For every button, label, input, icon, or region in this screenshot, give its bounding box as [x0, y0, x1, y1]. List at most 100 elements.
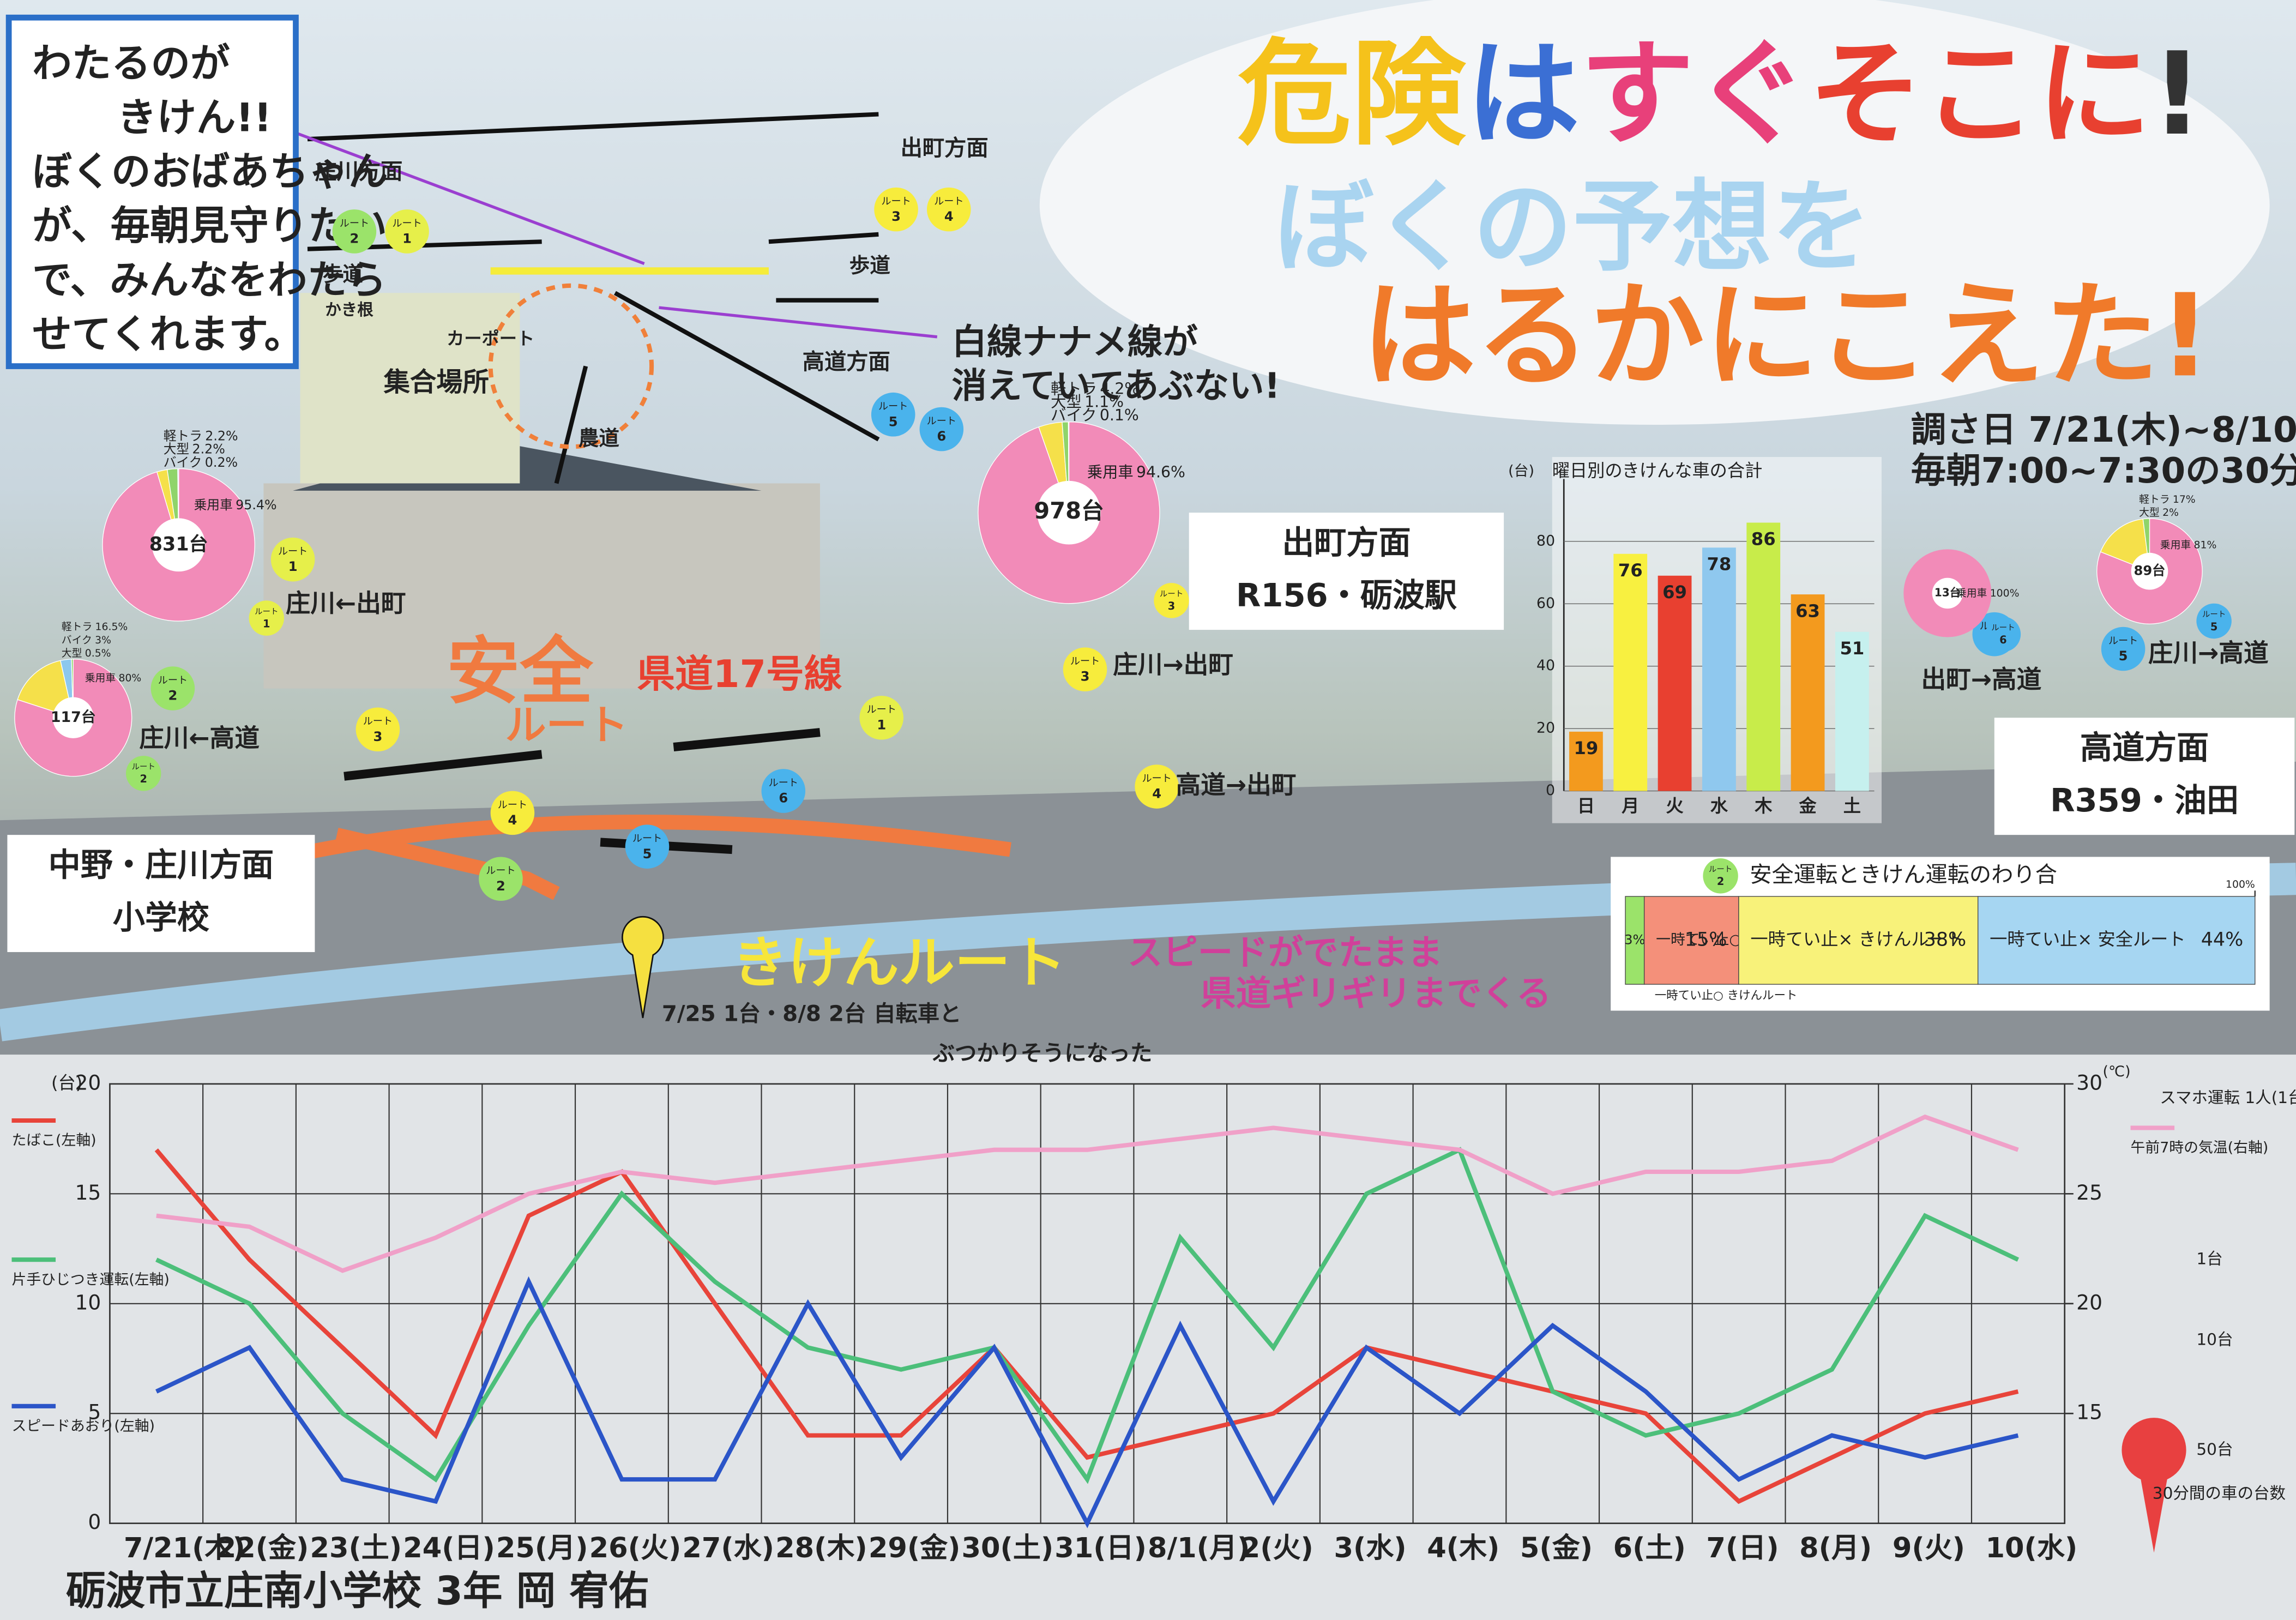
series-line [155, 1276, 2019, 1528]
route-number: 6 [779, 791, 788, 806]
y-tick-label: 60 [1536, 595, 1555, 612]
segment-value-label: 3% [1624, 932, 1645, 948]
subtitle: ぼくの予想を [1274, 170, 1871, 286]
route-word: ルート [255, 607, 278, 616]
place-label: 中野・庄川方面 [49, 846, 274, 883]
route-number: 2 [1717, 875, 1724, 888]
y2-tick-label: 20 [2076, 1290, 2102, 1314]
safe-route-label: ルート [505, 701, 629, 749]
route-number: 4 [1152, 786, 1161, 802]
bar-value-label: 63 [1795, 600, 1820, 621]
x-tick-label: 26(火) [589, 1532, 682, 1564]
route-number: 1 [877, 717, 886, 732]
pie-label: 軽トラ 16.5% [62, 621, 128, 633]
pie-label: バイク 0.2% [164, 454, 238, 469]
bar [1746, 522, 1781, 791]
note-line: わたるのが [32, 41, 230, 87]
x-tick-label: 金 [1798, 796, 1817, 816]
x-tick-label: 22(金) [217, 1532, 309, 1564]
segment-name: 一時てい止× 安全ルート [1990, 929, 2185, 950]
pie-value-label: 16.5% [95, 621, 128, 633]
bar-value-label: 78 [1707, 554, 1731, 575]
pie-value-label: 3% [95, 634, 111, 646]
pie-center [52, 697, 94, 738]
place-label: 高道方面 [2080, 728, 2209, 766]
direction-label: 庄川→出町 [1113, 651, 1233, 679]
pie-center [1037, 480, 1101, 545]
route-badge [355, 707, 400, 752]
pie-category: バイク [1051, 406, 1096, 424]
x-tick-label: 29(金) [869, 1532, 961, 1564]
map-label: かき根 [325, 300, 373, 319]
pie-label: 乗用車 100% [1956, 587, 2020, 599]
x-tick-label: 日 [1577, 796, 1595, 816]
bar-value-label: 76 [1618, 560, 1643, 581]
ratio-segment [1978, 896, 2256, 985]
route-number: 5 [2210, 621, 2217, 633]
bar [1658, 575, 1692, 791]
segment-name: 一時てい止× きけんルート [1750, 929, 1964, 950]
map-label: 歩道 [849, 253, 891, 277]
pie-label: バイク 3% [62, 634, 111, 646]
pie-label: 軽トラ 17% [2139, 493, 2196, 505]
x-tick-label: 4(木) [1427, 1532, 1499, 1564]
y-tick-label: 5 [88, 1400, 101, 1424]
route-word: ルート [278, 546, 308, 557]
map-label: きけんルート [732, 931, 1066, 996]
speed-note: 県道ギリギリまでくる [1201, 973, 1551, 1014]
route-word: ルート [1070, 656, 1100, 667]
bar-value-label: 51 [1840, 638, 1864, 659]
pie-category: 軽トラ [1051, 380, 1097, 398]
route-word: ルート [1160, 590, 1183, 599]
route-word: ルート [1709, 865, 1732, 874]
pie-value-label: 17% [2173, 494, 2196, 505]
place-label: R156・砺波駅 [1236, 576, 1457, 614]
route-number: 2 [350, 231, 359, 246]
route-number: 1 [288, 559, 298, 574]
bar [1702, 547, 1736, 791]
legend-extra: 30分間の車の台数 [2153, 1484, 2286, 1502]
direction-label: 庄川→高道 [2148, 639, 2269, 667]
route-badge [332, 209, 377, 254]
pie-category: 乗用車 [1956, 587, 1987, 599]
place-label: 小学校 [113, 899, 209, 936]
pie-category: 大型 [62, 647, 82, 659]
title-part: に [2037, 28, 2151, 161]
map-label: 出町方面 [901, 136, 989, 161]
segment-value-label: 15% [1685, 929, 1727, 951]
route-number: 3 [891, 209, 901, 224]
pie-label: 軽トラ 4.2% [1051, 380, 1139, 398]
title-part: すぐ [1580, 28, 1809, 161]
survey-date: 調さ日 7/21(木)~8/10(水) [1911, 409, 2296, 450]
cloud [1040, 0, 2270, 425]
route-badge [874, 187, 918, 232]
pie-center [2131, 552, 2168, 590]
x-tick-label: 9(火) [1893, 1532, 1965, 1564]
direction-label: 出町→高道 [1921, 665, 2041, 694]
legend-label: 片手ひじつき運転(左軸) [11, 1271, 169, 1288]
route-word: ルート [769, 777, 798, 788]
segment-name: 一時てい止○ きけんルート [1655, 989, 1798, 1003]
pie-category: 大型 [164, 441, 189, 456]
route-word: ルート [927, 415, 956, 427]
direction-label: 庄川←高道 [139, 724, 260, 752]
pie-center [152, 518, 206, 572]
x-tick-label: 木 [1754, 796, 1773, 816]
pie-total: 831台 [149, 533, 208, 555]
survey-date: 毎朝7:00~7:30の30分間 [1911, 450, 2296, 491]
route-number: 2 [168, 688, 177, 703]
route-number: 5 [889, 414, 898, 429]
x-tick-label: 31(日) [1054, 1532, 1147, 1564]
place-label: R359・油田 [2050, 781, 2239, 819]
route-number: 6 [937, 429, 946, 444]
route-word: ルート [881, 196, 911, 207]
note-line: きけん!! [117, 95, 272, 141]
x-tick-label: 24(日) [403, 1532, 495, 1564]
x-tick-label: 27(水) [682, 1532, 774, 1564]
route-badge [761, 769, 806, 813]
route-badge [150, 666, 195, 710]
pie-value-label: 0.2% [205, 454, 238, 469]
route-word: ルート [392, 218, 421, 229]
route-number: 2 [140, 773, 147, 785]
